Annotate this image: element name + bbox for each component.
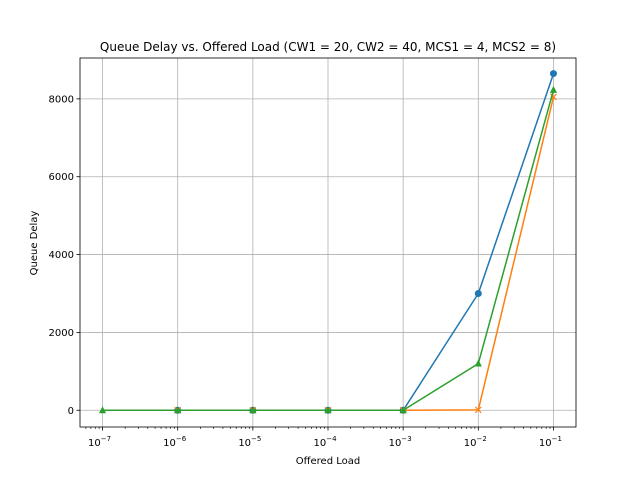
series-3-point — [98, 406, 107, 414]
y-tick-label: 8000 — [49, 94, 74, 105]
series-3-point — [249, 406, 257, 414]
series-1-point — [549, 70, 557, 78]
y-tick-label: 4000 — [49, 250, 74, 261]
grid — [80, 58, 576, 427]
series-3-point — [474, 359, 482, 367]
series-2-point — [474, 406, 482, 414]
y-tick-label: 6000 — [49, 172, 74, 183]
y-tick-label: 0 — [68, 406, 74, 417]
series-layer — [98, 70, 558, 414]
ticks: 10−7 10−6 10−5 10−4 10−3 10−2 10−1020004000600… — [49, 94, 562, 449]
series-3-point — [324, 406, 332, 414]
y-axis-label: Queue Delay — [29, 211, 40, 276]
x-axis-label: Offered Load — [296, 456, 360, 467]
series-3-point — [174, 406, 182, 414]
chart-title: Queue Delay vs. Offered Load (CW1 = 20, … — [100, 40, 556, 54]
x-marker-stroke — [474, 406, 482, 414]
series-3-point — [549, 85, 558, 93]
series-3-point — [399, 406, 407, 414]
y-tick-label: 2000 — [49, 328, 74, 339]
series-1-point — [474, 289, 482, 297]
